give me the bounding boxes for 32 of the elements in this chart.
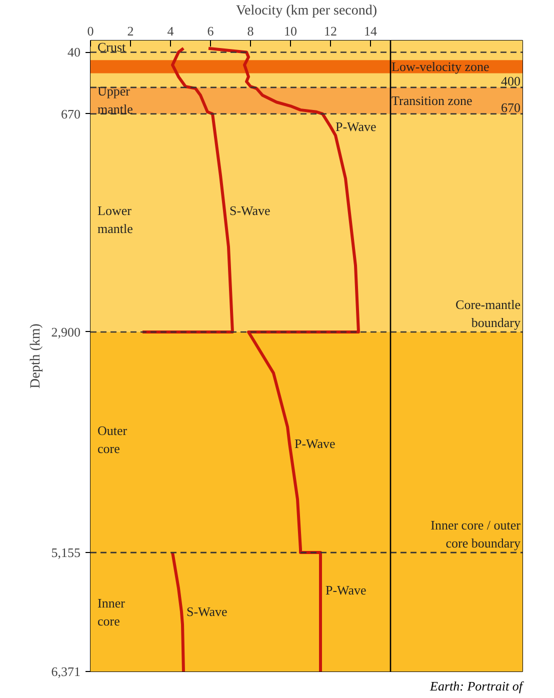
band-label: Transition zone <box>392 93 472 108</box>
y-tick-label: 5,155 <box>51 545 80 560</box>
y-axis-title: Depth (km) <box>28 323 44 388</box>
x-tick-label: 10 <box>284 24 297 38</box>
annotation: P-Wave <box>294 436 336 451</box>
y-tick-label: 40 <box>68 44 80 60</box>
annotation: Inner core <box>98 596 126 629</box>
ref-line-label: Core-mantle boundary <box>456 296 521 330</box>
annotation: Lower mantle <box>98 203 134 236</box>
x-tick-label: 4 <box>167 24 174 38</box>
x-tick-label: 2 <box>127 24 134 38</box>
annotation: S-Wave <box>186 604 228 620</box>
ref-line-label: 670 <box>501 100 520 115</box>
annotation: P-Wave <box>326 582 367 598</box>
ref-line-label: Inner core / outer core boundary <box>430 518 522 551</box>
annotation: P-Wave <box>336 119 377 134</box>
x-tick-label: 0 <box>87 24 94 38</box>
ref-line-label: 400 <box>501 73 520 88</box>
band-label: Low-velocity zone <box>392 59 490 74</box>
x-tick-label: 14 <box>364 24 378 38</box>
x-tick-label: 8 <box>247 24 254 38</box>
annotation: Upper mantle <box>98 84 134 117</box>
x-tick-label: 6 <box>207 24 214 38</box>
x-tick-label: 12 <box>324 24 337 38</box>
y-tick-label: 670 <box>61 106 80 122</box>
annotation: Crust <box>98 39 126 54</box>
y-tick-label: 2,900 <box>51 324 80 340</box>
annotation: S-Wave <box>230 203 271 218</box>
annotation: Outer core <box>98 423 128 456</box>
text: Earth: Portrait of <box>429 678 525 694</box>
y-tick-label: 6,371 <box>51 664 80 679</box>
x-axis-title: Velocity (km per second) <box>236 4 378 18</box>
